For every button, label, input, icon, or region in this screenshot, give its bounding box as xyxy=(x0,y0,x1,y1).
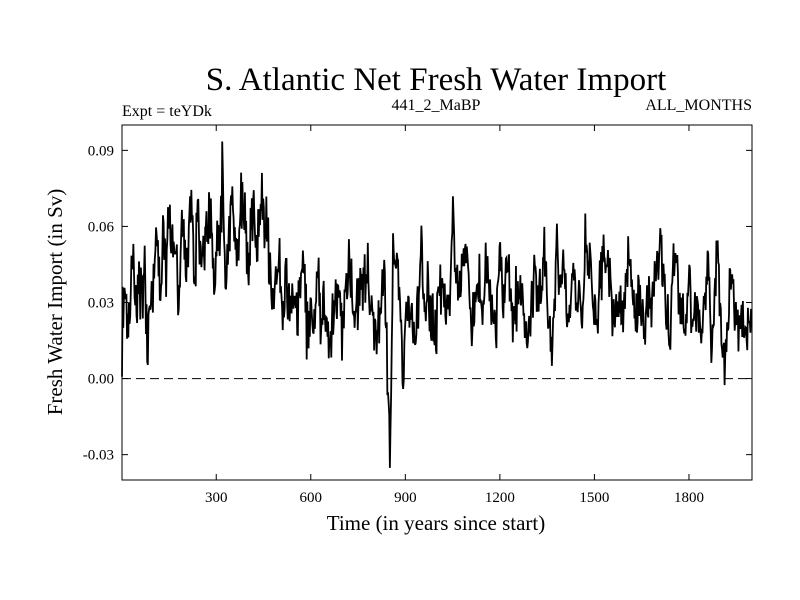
y-axis-label: Fresh Water Import (in Sv) xyxy=(43,189,67,416)
subtitle-right: ALL_MONTHS xyxy=(645,97,752,114)
subtitle-left: Expt = teYDk xyxy=(122,103,212,120)
x-tick-label: 300 xyxy=(205,490,228,506)
y-tick-label: 0.06 xyxy=(88,219,115,235)
plot-area: 300 600 900 1200 1500 1800 -0.03 0.00 0.03 0.06 0.… xyxy=(83,124,753,506)
y-tick-label: 0.09 xyxy=(88,143,114,159)
y-tick-label: 0.03 xyxy=(88,296,114,312)
x-tick-label: 1200 xyxy=(485,490,515,506)
ticks-group: 300 600 900 1200 1500 1800 -0.03 0.00 0.03 0.06 0.… xyxy=(83,125,752,506)
x-tick-label: 1800 xyxy=(674,490,704,506)
chart-title: S. Atlantic Net Fresh Water Import xyxy=(206,62,667,98)
series-line xyxy=(121,141,753,468)
subtitle-center: 441_2_MaBP xyxy=(392,97,481,114)
series-group xyxy=(121,141,753,468)
x-tick-label: 900 xyxy=(394,490,417,506)
x-tick-label: 600 xyxy=(300,490,323,506)
x-tick-label: 1500 xyxy=(579,490,609,506)
x-axis-label: Time (in years since start) xyxy=(327,511,546,535)
y-tick-label: -0.03 xyxy=(83,448,114,464)
y-tick-label: 0.00 xyxy=(88,372,114,388)
